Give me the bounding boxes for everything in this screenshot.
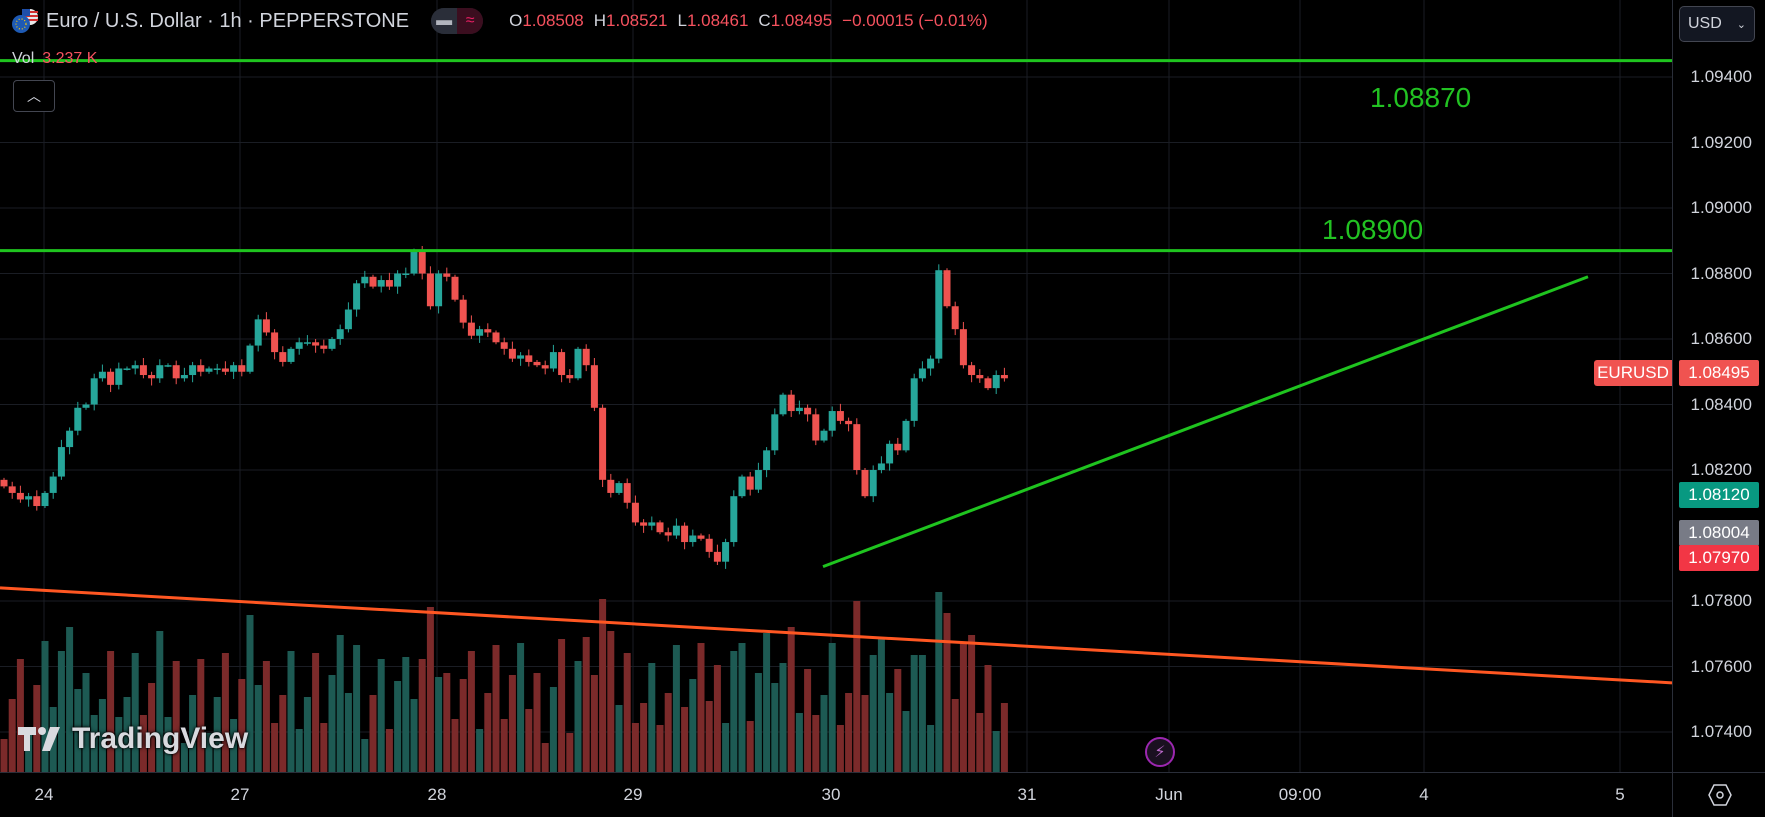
open-label: O	[509, 11, 523, 30]
time-tick: 27	[230, 785, 250, 804]
volume-legend: Vol 3.237 K	[12, 50, 97, 68]
chart-pane[interactable]: Euro / U.S. Dollar · 1h · PEPPERSTONE ▬ …	[0, 0, 1672, 772]
time-tick: 24	[34, 785, 54, 804]
price-axis[interactable]: USD ⌄ 1.09400 1.09200 1.09000 1.08800 1.0860…	[1672, 0, 1765, 772]
time-tick: 28	[427, 785, 447, 804]
tradingview-logo[interactable]: TradingView	[16, 722, 248, 756]
close-label: C	[758, 11, 771, 30]
volume-value: 3.237 K	[42, 50, 98, 67]
time-tick: 5	[1615, 785, 1625, 804]
price-tag-grey: 1.08004	[1679, 520, 1759, 546]
time-tick: 31	[1017, 785, 1037, 804]
symbol-legend: Euro / U.S. Dollar · 1h · PEPPERSTONE ▬ …	[10, 8, 988, 34]
time-axis[interactable]: 24 27 28 29 30 31 Jun 09:00 4 5	[0, 772, 1672, 817]
tradingview-logo-icon	[18, 727, 60, 751]
eur-usd-flag-icon	[12, 9, 38, 33]
symbol-title[interactable]: Euro / U.S. Dollar · 1h · PEPPERSTONE	[46, 9, 410, 32]
change-value: −0.00015 (−0.01%)	[842, 11, 988, 30]
chevron-down-icon: ⌄	[1736, 18, 1746, 31]
close-value: 1.08495	[770, 11, 833, 30]
ohlc-values: O1.08508 H1.08521 L1.08461 C1.08495 −0.0…	[509, 11, 988, 31]
wave-icon[interactable]: ≈	[457, 8, 484, 34]
price-tick: 1.09200	[1690, 132, 1752, 152]
price-tick: 1.07800	[1690, 591, 1752, 610]
time-tick: Jun	[1155, 785, 1183, 804]
low-label: L	[677, 11, 687, 30]
low-value: 1.08461	[686, 11, 749, 30]
eye-icon[interactable]: ▬	[431, 8, 458, 34]
price-tag-red: 1.07970	[1679, 545, 1759, 571]
currency-label: USD	[1688, 15, 1722, 32]
events-bolt-icon[interactable]: ⚡	[1145, 737, 1175, 767]
price-tick: 1.08200	[1690, 460, 1752, 479]
price-tick: 1.07600	[1690, 656, 1752, 676]
symbol-price-tag: EURUSD	[1594, 360, 1672, 386]
price-tick: 1.07400	[1690, 722, 1752, 741]
time-tick: 09:00	[1278, 785, 1322, 804]
collapse-legend-button[interactable]: ︿	[13, 80, 55, 112]
chevron-up-icon: ︿	[27, 88, 41, 104]
price-tick: 1.08800	[1690, 263, 1752, 283]
price-chart-canvas[interactable]	[0, 0, 1672, 772]
time-tick: 4	[1419, 785, 1429, 804]
price-tag-green: 1.08120	[1679, 482, 1759, 508]
chart-settings-button[interactable]	[1672, 772, 1765, 817]
watermark-text: TradingView	[72, 722, 249, 755]
open-value: 1.08508	[522, 11, 584, 30]
legend-toggles: ▬ ≈	[431, 8, 484, 34]
settings-hexagon-icon	[1707, 784, 1732, 806]
volume-label[interactable]: Vol	[12, 50, 35, 67]
time-tick: 29	[623, 785, 643, 804]
time-tick: 30	[821, 785, 841, 804]
annotation-label-2[interactable]: 1.08900	[1322, 214, 1424, 245]
price-tick: 1.09400	[1690, 67, 1752, 86]
currency-button[interactable]: USD ⌄	[1679, 6, 1755, 42]
price-tick: 1.08400	[1690, 394, 1752, 414]
high-value: 1.08521	[606, 11, 668, 30]
high-label: H	[593, 11, 607, 30]
annotation-label-1[interactable]: 1.08870	[1370, 82, 1472, 113]
price-tick: 1.08600	[1690, 329, 1752, 348]
last-price-tag: 1.08495	[1679, 360, 1759, 386]
price-tick: 1.09000	[1690, 198, 1752, 217]
